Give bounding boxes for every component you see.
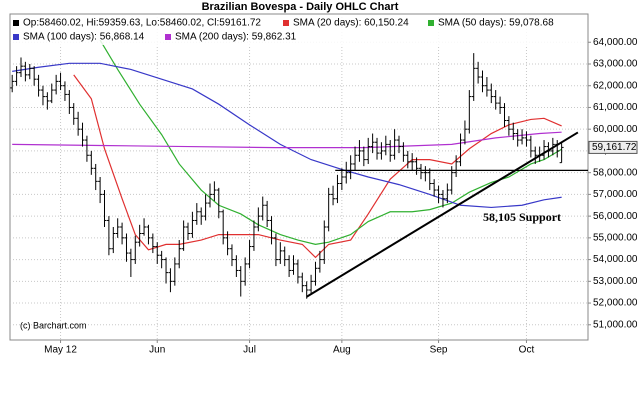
x-tick-label: Aug (333, 345, 351, 356)
y-tick-label: 64,000.00 (593, 37, 638, 48)
legend-swatch (283, 20, 289, 26)
y-tick-label: 61,000.00 (593, 102, 638, 113)
legend-label: SMA (200 days): 59,862.31 (175, 32, 297, 43)
support-label: 58,105 Support (483, 210, 561, 224)
trend-line (306, 131, 579, 298)
y-tick-label: 56,000.00 (593, 211, 638, 222)
y-tick-label: 55,000.00 (593, 232, 638, 243)
legend-label: Op:58460.02, Hi:59359.63, Lo:58460.02, C… (23, 18, 261, 29)
plot-frame (9, 13, 589, 341)
y-tick-label: 60,000.00 (593, 124, 638, 135)
legend-swatch (165, 34, 171, 40)
legend-label: SMA (20 days): 60,150.24 (293, 18, 409, 29)
y-tick-label: 63,000.00 (593, 59, 638, 70)
legend-swatch (428, 20, 434, 26)
sma-line (12, 62, 562, 209)
x-tick-label: Oct (519, 345, 535, 356)
y-tick-label: 53,000.00 (593, 276, 638, 287)
y-tick-label: 58,000.00 (593, 167, 638, 178)
y-tick-label: 54,000.00 (593, 254, 638, 265)
y-tick-label: 62,000.00 (593, 80, 638, 91)
chart-title: Brazilian Bovespa - Daily OHLC Chart (202, 1, 399, 13)
price-tag-box (588, 140, 638, 154)
sma-line (99, 39, 562, 245)
price-tag: 59,161.72 (592, 142, 637, 153)
y-tick-label: 57,000.00 (593, 189, 638, 200)
legend-label: SMA (50 days): 59,078.68 (438, 18, 554, 29)
legend-label: SMA (100 days): 56,868.14 (23, 32, 145, 43)
x-tick-label: Sep (430, 345, 448, 356)
x-tick-label: May 12 (44, 345, 77, 356)
x-tick-label: Jul (243, 345, 256, 356)
credit: (c) Barchart.com (20, 320, 87, 330)
legend-swatch (13, 34, 19, 40)
sma-line (73, 74, 562, 259)
legend-swatch (13, 20, 19, 26)
legend-bg (11, 15, 587, 45)
sma-line (12, 131, 562, 149)
y-tick-label: 51,000.00 (593, 319, 638, 330)
x-tick-label: Jun (149, 345, 165, 356)
y-tick-label: 52,000.00 (593, 298, 638, 309)
